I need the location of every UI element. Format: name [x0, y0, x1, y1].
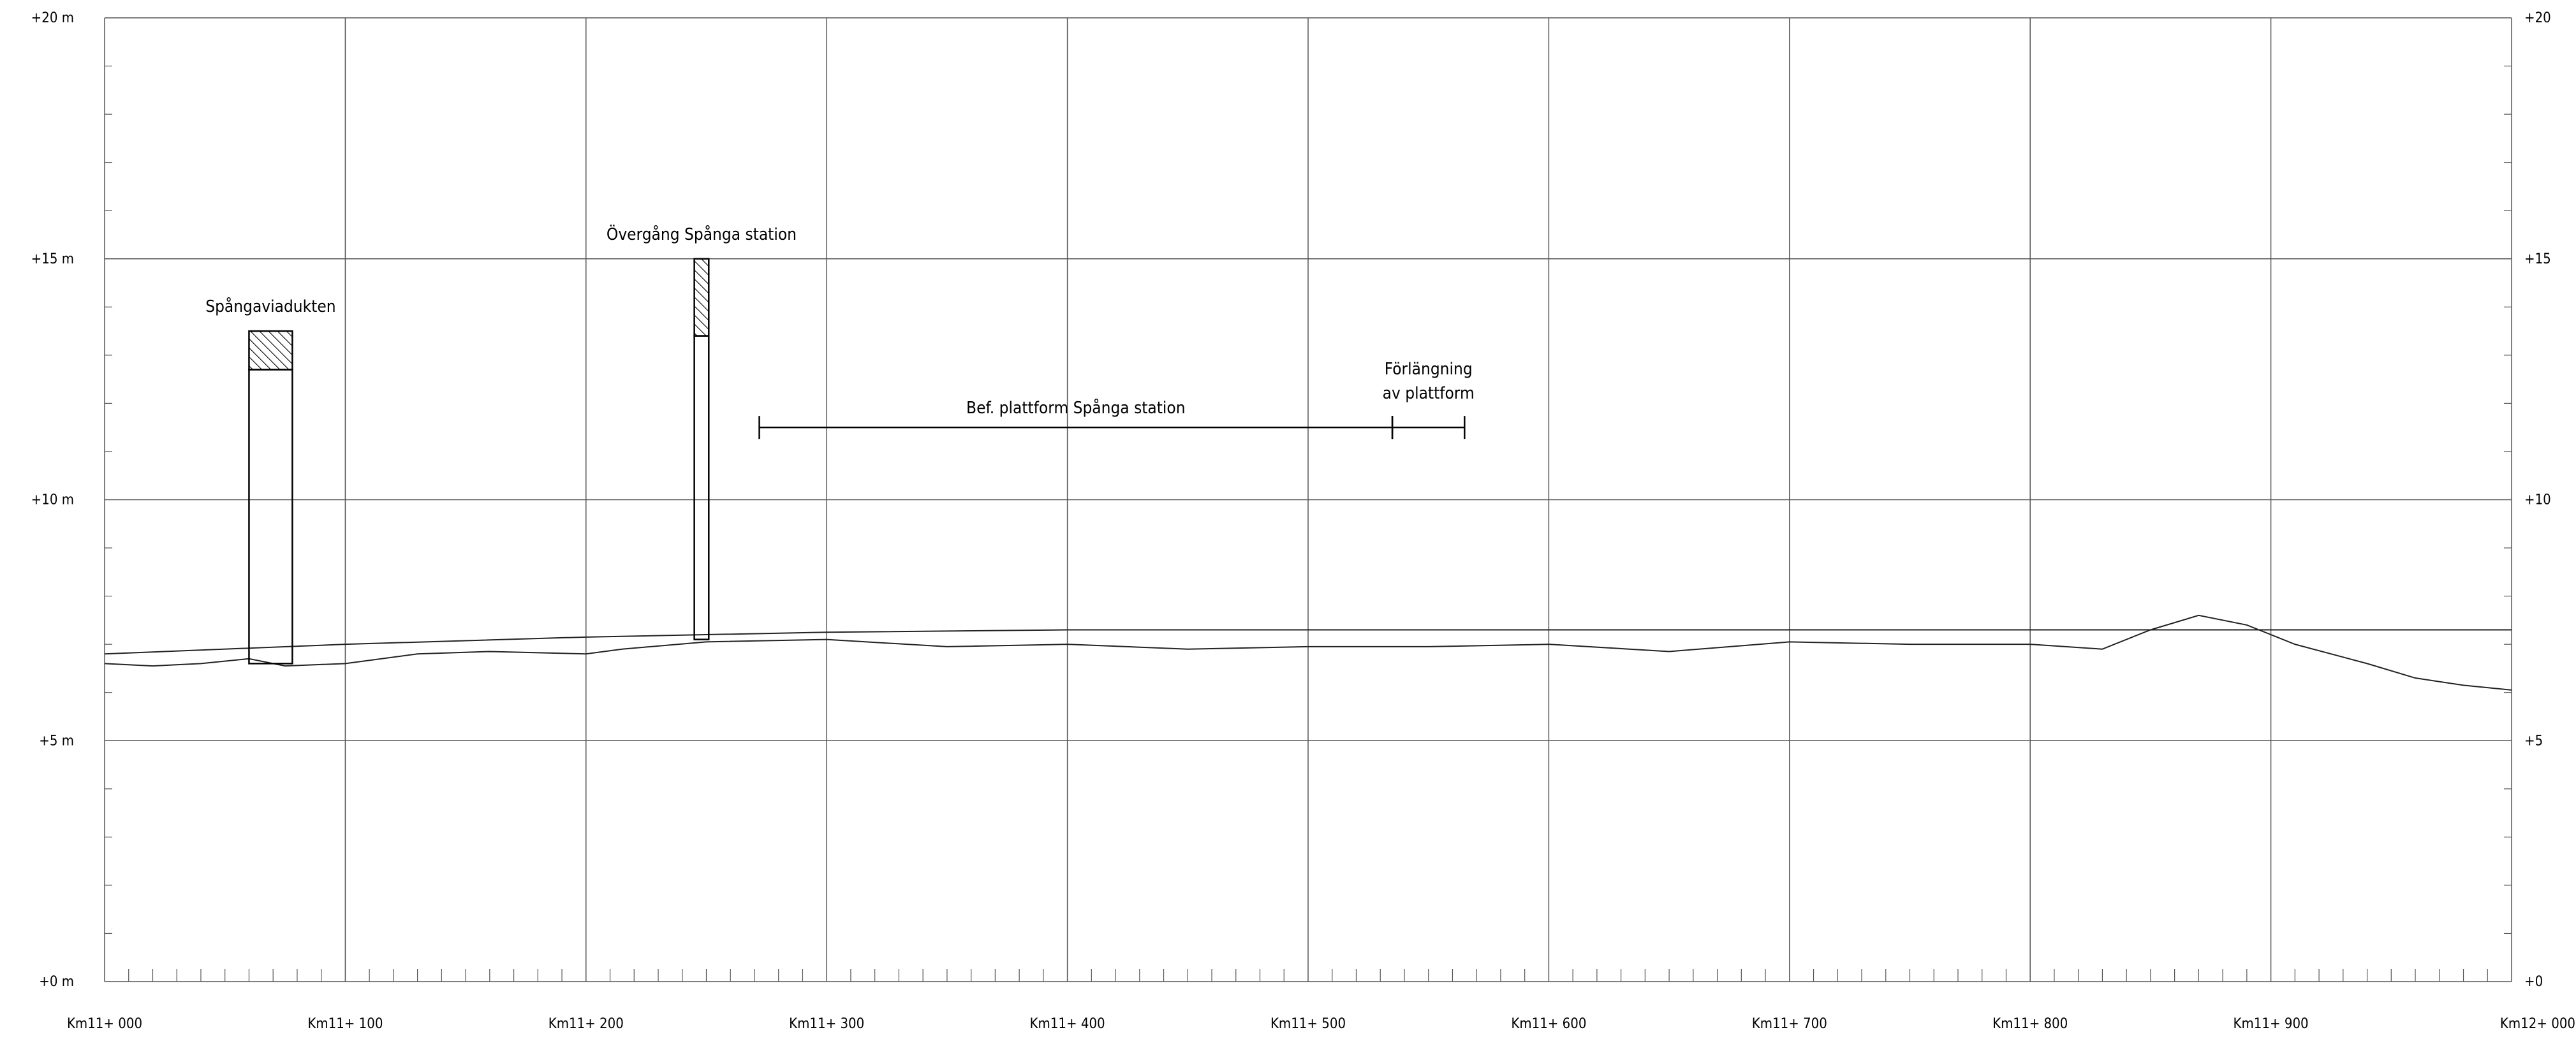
dimension-label: Förlängning: [1385, 360, 1473, 379]
x-tick-label: Km11+ 800: [1992, 1016, 2068, 1032]
structure-label: Övergång Spånga station: [607, 224, 797, 244]
x-tick-label: Km11+ 100: [307, 1016, 383, 1032]
track-profile-line: [104, 629, 2512, 655]
y-tick-label-right: +0: [2524, 974, 2543, 990]
structure-deck-hatched: [248, 330, 293, 371]
y-tick-label-left: +15 m: [31, 251, 74, 267]
y-tick-label-right: +10: [2524, 492, 2551, 508]
y-tick-label-right: +15: [2524, 251, 2551, 267]
x-tick-label: Km11+ 000: [67, 1016, 142, 1032]
y-tick-label-left: +0 m: [39, 974, 74, 990]
x-tick-label: Km11+ 700: [1752, 1016, 1827, 1032]
x-tick-label: Km11+ 600: [1511, 1016, 1586, 1032]
dimension-lines: Bef. plattform Spånga station Förlängning…: [758, 360, 1475, 439]
structure-pier: [693, 335, 710, 640]
structure-label: Spångaviadukten: [205, 297, 335, 316]
ground-surface-line: [104, 614, 2512, 691]
structures: Spångaviadukten Övergång Spånga station: [205, 224, 797, 665]
dimension-label: Bef. plattform Spånga station: [966, 398, 1186, 418]
y-tick-label-left: +10 m: [31, 492, 74, 508]
x-tick-label: Km11+ 400: [1030, 1016, 1105, 1032]
grid-lines: [104, 17, 2512, 982]
y-tick-label-left: +20 m: [31, 10, 74, 26]
x-tick-label: Km11+ 900: [2234, 1016, 2309, 1032]
y-tick-label-left: +5 m: [39, 733, 74, 749]
x-tick-label: Km11+ 500: [1270, 1016, 1346, 1032]
axis-labels: +0 m +5 m +10 m +15 m +20 m +0 +5 +10 +15 +20 Km11…: [31, 10, 2575, 1032]
x-tick-label: Km11+ 200: [548, 1016, 624, 1032]
x-tick-label: Km12+ 000: [2500, 1016, 2575, 1032]
structure-deck-hatched: [693, 258, 710, 337]
x-tick-label: Km11+ 300: [789, 1016, 864, 1032]
dimension-label: av plattform: [1383, 384, 1475, 403]
y-tick-label-right: +5: [2524, 733, 2543, 749]
minor-tick-marks: [105, 65, 2512, 982]
structure-pier: [248, 369, 293, 665]
y-tick-label-right: +20: [2524, 10, 2551, 26]
profile-series: [104, 614, 2512, 691]
